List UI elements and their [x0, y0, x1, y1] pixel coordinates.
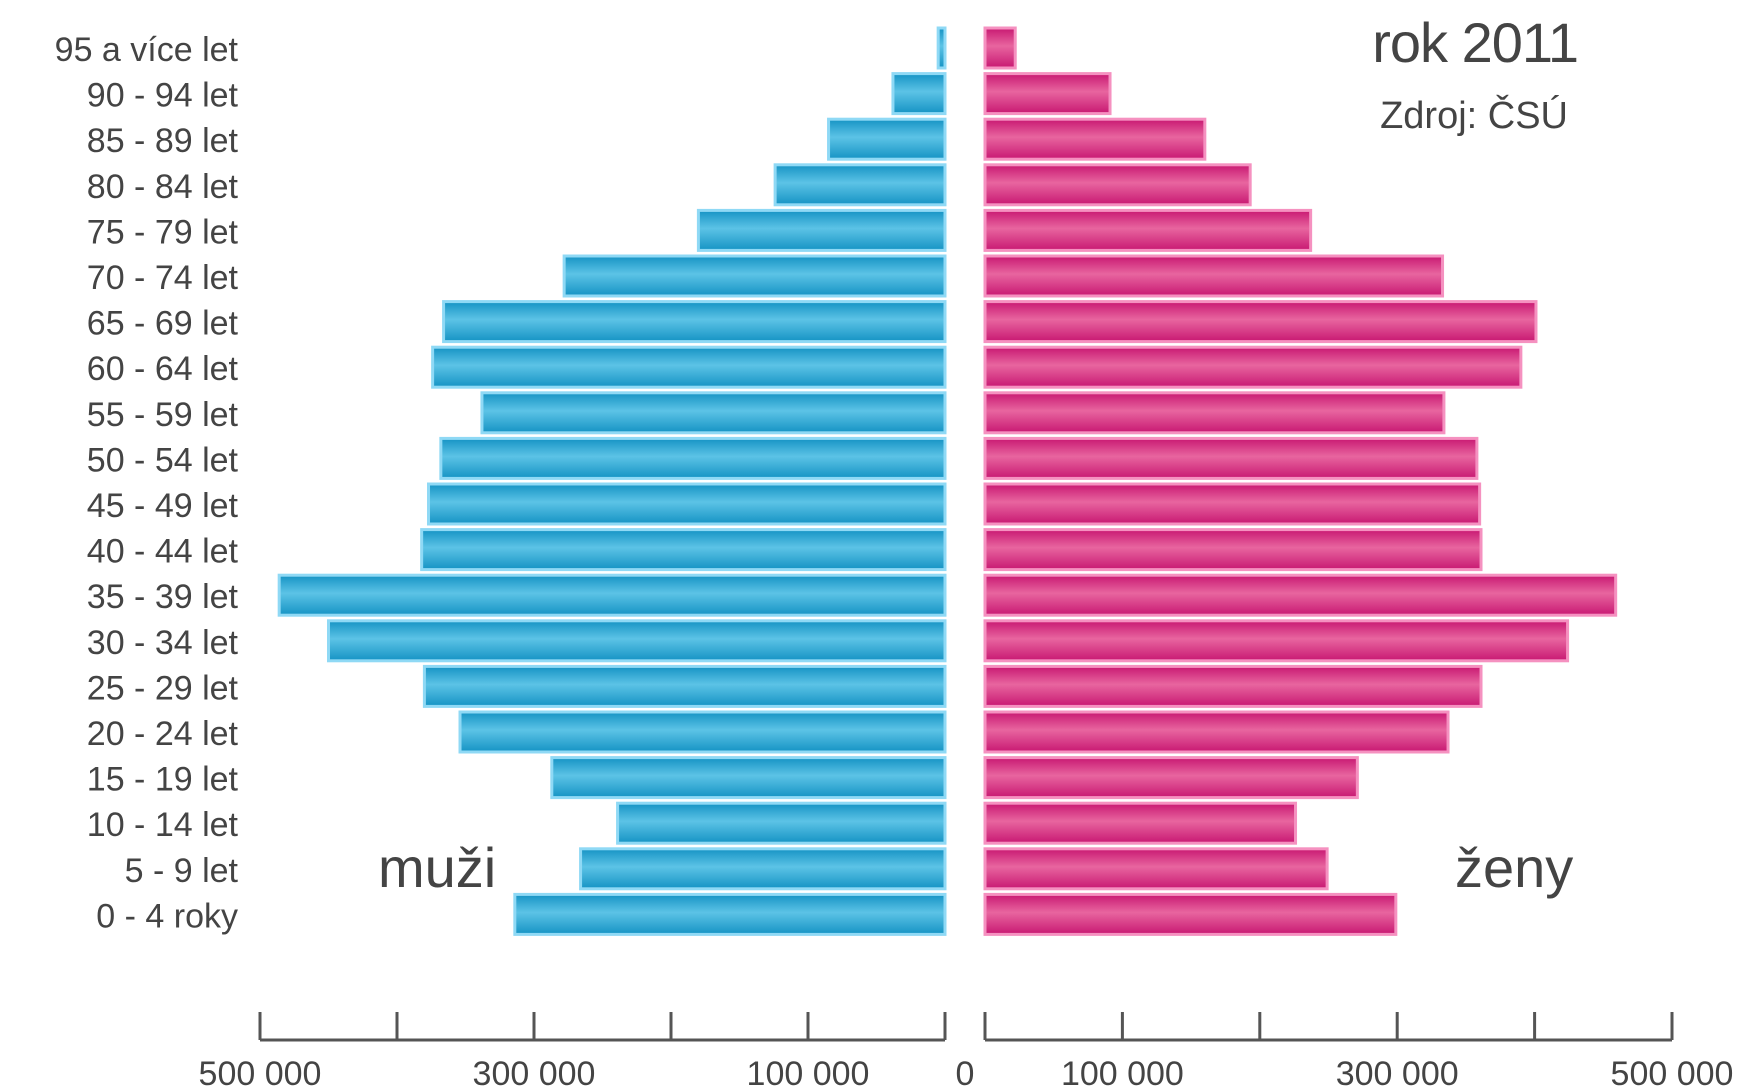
bar-women-15	[983, 710, 1450, 754]
men-bars	[277, 26, 947, 936]
bar-women-14	[983, 664, 1483, 708]
age-group-label: 45 - 49 let	[87, 487, 239, 525]
bar-men-16	[550, 756, 947, 800]
age-group-label: 25 - 29 let	[87, 669, 239, 707]
bar-women-0	[983, 26, 1017, 70]
bar-men-0	[936, 26, 947, 70]
bar-women-9	[983, 436, 1479, 480]
bar-women-2	[983, 117, 1207, 161]
bar-men-8	[480, 391, 947, 435]
bar-women-7	[983, 345, 1523, 389]
bar-women-6	[983, 300, 1538, 344]
bar-women-18	[983, 847, 1329, 891]
axis-tick-label: 300 000	[473, 1055, 596, 1090]
axis-tick-label: 500 000	[1611, 1055, 1734, 1090]
bar-women-4	[983, 208, 1313, 252]
legend-men-label: muži	[378, 836, 497, 899]
bar-women-11	[983, 528, 1483, 572]
bar-men-13	[327, 619, 947, 663]
age-group-label: 55 - 59 let	[87, 396, 239, 434]
bar-men-17	[616, 801, 947, 845]
bar-men-11	[420, 528, 947, 572]
bar-women-17	[983, 801, 1298, 845]
bar-women-3	[983, 163, 1252, 207]
women-bars	[983, 26, 1618, 936]
age-group-label: 95 a více let	[55, 31, 239, 69]
age-group-label: 50 - 54 let	[87, 441, 239, 479]
age-group-label: 80 - 84 let	[87, 168, 239, 206]
age-group-label: 5 - 9 let	[125, 852, 239, 890]
age-group-labels: 95 a více let 90 - 94 let 85 - 89 let 80 - …	[55, 31, 239, 935]
bar-women-1	[983, 72, 1112, 116]
age-group-label: 60 - 64 let	[87, 350, 239, 388]
legend-women-label: ženy	[1455, 836, 1574, 899]
x-axis: 500 000 300 000 100 000 0 100 000 300 000 500 …	[199, 1012, 1734, 1090]
age-group-label: 30 - 34 let	[87, 624, 239, 662]
bar-men-12	[277, 573, 947, 617]
age-group-label: 85 - 89 let	[87, 122, 239, 160]
bar-women-5	[983, 254, 1445, 298]
axis-tick-label: 100 000	[747, 1055, 870, 1090]
bar-men-18	[579, 847, 947, 891]
bar-men-10	[427, 482, 947, 526]
chart-source: Zdroj: ČSÚ	[1380, 95, 1568, 137]
age-group-label: 65 - 69 let	[87, 305, 239, 343]
axis-tick-label: 500 000	[199, 1055, 322, 1090]
axis-tick-label: 0	[956, 1055, 975, 1090]
bar-women-16	[983, 756, 1359, 800]
bar-women-10	[983, 482, 1482, 526]
bar-men-1	[891, 72, 947, 116]
bar-men-14	[422, 664, 947, 708]
bar-men-5	[562, 254, 947, 298]
bar-men-2	[827, 117, 947, 161]
age-group-label: 35 - 39 let	[87, 578, 239, 616]
age-group-label: 40 - 44 let	[87, 533, 239, 571]
age-group-label: 0 - 4 roky	[96, 897, 238, 935]
bar-men-3	[773, 163, 947, 207]
bar-women-13	[983, 619, 1570, 663]
age-group-label: 70 - 74 let	[87, 259, 239, 297]
age-group-label: 10 - 14 let	[87, 806, 239, 844]
bar-men-9	[439, 436, 947, 480]
age-group-label: 75 - 79 let	[87, 213, 239, 251]
bar-women-8	[983, 391, 1446, 435]
chart-title: rok 2011	[1372, 11, 1579, 74]
bar-men-6	[442, 300, 947, 344]
age-group-label: 15 - 19 let	[87, 761, 239, 799]
bar-men-4	[696, 208, 947, 252]
axis-tick-label: 300 000	[1336, 1055, 1459, 1090]
bar-men-19	[513, 892, 947, 936]
axis-tick-label: 100 000	[1061, 1055, 1184, 1090]
bar-women-12	[983, 573, 1618, 617]
bar-women-19	[983, 892, 1398, 936]
bar-men-15	[458, 710, 947, 754]
age-group-label: 90 - 94 let	[87, 77, 239, 115]
age-group-label: 20 - 24 let	[87, 715, 239, 753]
bar-men-7	[431, 345, 947, 389]
